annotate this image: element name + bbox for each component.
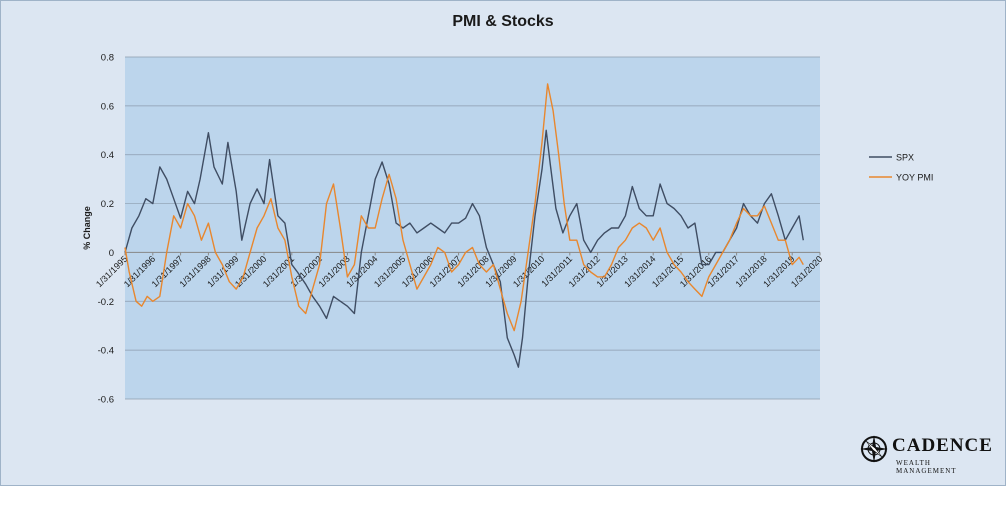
y-tick-label: 0.8 [101, 53, 114, 64]
legend: SPX YOY PMI [869, 153, 933, 183]
chart-title: PMI & Stocks [452, 13, 553, 30]
y-tick-label: 0 [109, 248, 114, 259]
y-tick-label: 0.4 [101, 150, 114, 161]
y-axis-label: % Change [82, 206, 92, 250]
series-line-yoy-pmi [124, 83, 804, 332]
y-tick-label: -0.6 [98, 395, 114, 406]
legend-label: YOY PMI [896, 173, 933, 183]
y-tick-label: -0.2 [98, 297, 114, 308]
legend-label: SPX [896, 153, 914, 163]
series-lines [124, 83, 804, 368]
y-tick-label: 0.6 [101, 101, 114, 112]
logo-tagline: WEALTH MANAGEMENT [896, 459, 957, 475]
series-line-spx [124, 129, 804, 368]
compass-icon [860, 435, 888, 463]
logo-name: CADENCE [892, 435, 993, 456]
y-tick-label: -0.4 [98, 346, 114, 357]
plot-area [125, 57, 820, 399]
y-tick-label: 0.2 [101, 199, 114, 210]
cadence-logo: CADENCE WEALTH MANAGEMENT [856, 432, 992, 475]
y-tick-labels: 0.8 0.6 0.4 0.2 0 -0.2 -0.4 -0.6 [98, 53, 114, 406]
